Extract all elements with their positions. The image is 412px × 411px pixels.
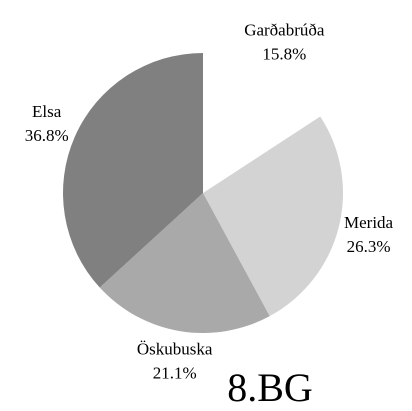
slice-value: 26.3% xyxy=(347,237,391,256)
pie-slice xyxy=(99,193,270,333)
slice-label: Öskubuska xyxy=(137,339,213,358)
pie-slice xyxy=(63,53,203,288)
pie-slice xyxy=(203,53,321,193)
slice-label: Garðabrúða xyxy=(244,21,325,40)
slice-value: 15.8% xyxy=(262,45,306,64)
slice-label: Elsa xyxy=(32,102,62,121)
slice-value: 36.8% xyxy=(25,126,69,145)
chart-title: 8.BG xyxy=(227,365,313,410)
pie-slice xyxy=(203,116,343,317)
slice-value: 21.1% xyxy=(153,363,197,382)
slice-label: Merida xyxy=(344,213,394,232)
